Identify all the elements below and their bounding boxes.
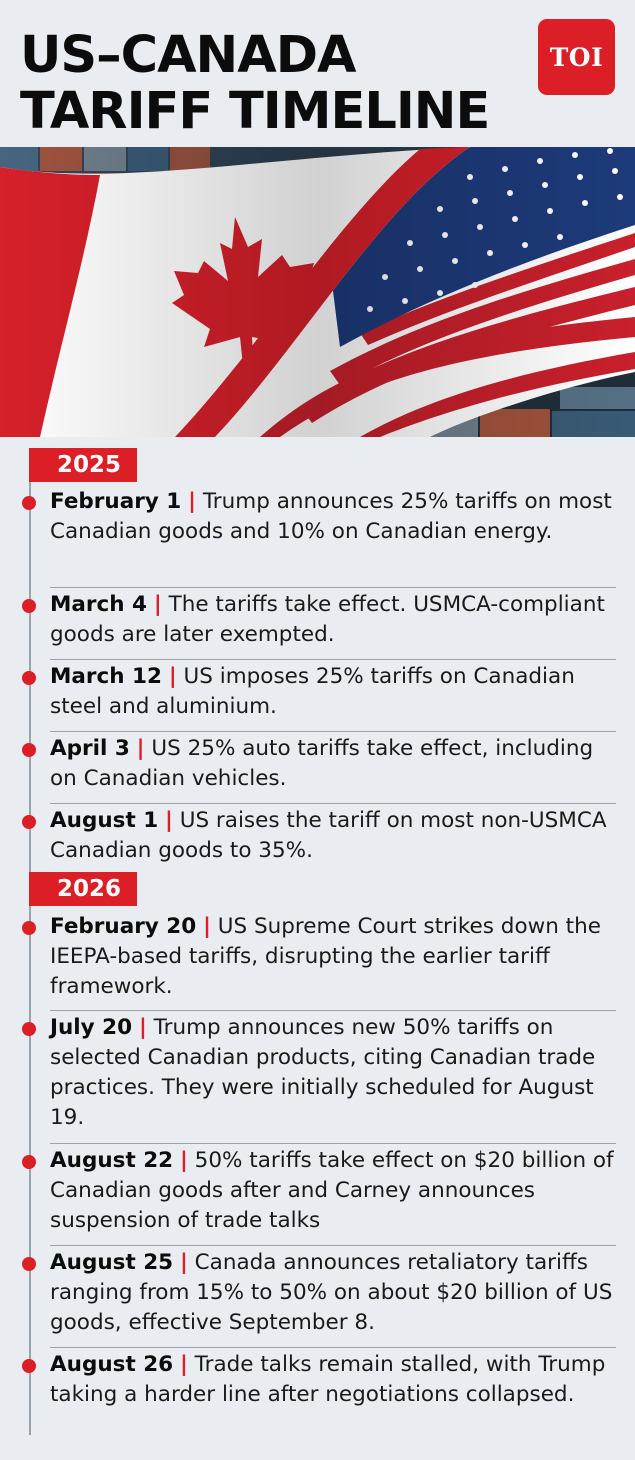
hero-flags-image — [0, 147, 635, 437]
timeline-entry: August 25 | Canada announces retaliatory… — [22, 1248, 616, 1338]
timeline-dot — [22, 599, 36, 613]
entry-divider — [50, 587, 616, 588]
event-text: Trade talks remain stalled, with Trump t… — [50, 1352, 606, 1407]
event-date: July 20 — [50, 1015, 133, 1040]
entry-divider — [50, 803, 616, 804]
title-line-1: US–CANADA — [20, 26, 357, 85]
event-separator: | — [179, 1352, 188, 1377]
logo-text: TOI — [549, 42, 604, 72]
timeline-entry: July 20 | Trump announces new 50% tariff… — [22, 1013, 616, 1133]
entry-divider — [50, 659, 616, 660]
year-badge-2026: 2026 — [29, 872, 137, 906]
event-text: US imposes 25% tariffs on Canadian steel… — [50, 664, 575, 719]
event-separator: | — [153, 592, 162, 617]
event-separator: | — [136, 736, 145, 761]
event-separator: | — [203, 914, 211, 939]
event-separator: | — [165, 808, 173, 833]
timeline-dot — [22, 921, 36, 935]
entry-divider — [50, 1347, 616, 1348]
event-text: US raises the tariff on most non-USMCA C… — [50, 808, 607, 863]
event-separator: | — [138, 1015, 147, 1040]
event-date: March 12 — [50, 664, 162, 689]
timeline-dot — [22, 496, 36, 510]
timeline-dot — [22, 671, 36, 685]
event-text: US 25% auto tariffs take effect, includi… — [50, 736, 594, 791]
timeline-entry: August 22 | 50% tariffs take effect on $… — [22, 1146, 616, 1236]
timeline-entry: March 4 | The tariffs take effect. USMCA… — [22, 590, 616, 650]
event-date: April 3 — [50, 736, 130, 761]
event-date: August 25 — [50, 1250, 174, 1275]
title-line-2: TARIFF TIMELINE — [20, 82, 490, 141]
timeline-entry: April 3 | US 25% auto tariffs take effec… — [22, 734, 616, 794]
event-date: February 1 — [50, 489, 182, 514]
timeline-dot — [22, 815, 36, 829]
event-separator: | — [188, 489, 196, 514]
event-date: August 1 — [50, 808, 159, 833]
timeline-entry: August 26 | Trade talks remain stalled, … — [22, 1350, 616, 1410]
event-text: US Supreme Court strikes down the IEEPA-… — [50, 914, 601, 999]
timeline-dot — [22, 1257, 36, 1271]
event-text: Canada announces retaliatory tariffs ran… — [50, 1250, 613, 1335]
page-title: US–CANADA TARIFF TIMELINE — [20, 28, 530, 140]
entry-divider — [50, 1245, 616, 1246]
timeline-entry: February 1 | Trump announces 25% tariffs… — [22, 487, 616, 547]
event-date: February 20 — [50, 914, 197, 939]
entry-divider — [50, 731, 616, 732]
entry-divider — [50, 1143, 616, 1144]
timeline-dot — [22, 1359, 36, 1373]
event-date: March 4 — [50, 592, 148, 617]
timeline-entry: August 1 | US raises the tariff on most … — [22, 806, 616, 866]
timeline-entry: March 12 | US imposes 25% tariffs on Can… — [22, 662, 616, 722]
event-separator: | — [179, 1148, 188, 1173]
event-separator: | — [179, 1250, 188, 1275]
event-text: Trump announces new 50% tariffs on selec… — [50, 1015, 596, 1130]
timeline-dot — [22, 743, 36, 757]
event-date: August 22 — [50, 1148, 174, 1173]
event-date: August 26 — [50, 1352, 174, 1377]
event-separator: | — [168, 664, 177, 689]
year-badge-2025: 2025 — [29, 448, 137, 482]
timeline-line — [29, 465, 31, 1435]
event-text: Trump announces 25% tariffs on most Cana… — [50, 489, 612, 544]
timeline-dot — [22, 1022, 36, 1036]
event-text: 50% tariffs take effect on $20 billion o… — [50, 1148, 614, 1233]
timeline-dot — [22, 1155, 36, 1169]
timeline-entry: February 20 | US Supreme Court strikes d… — [22, 912, 616, 1002]
toi-logo: TOI — [538, 19, 615, 95]
entry-divider — [50, 1010, 616, 1011]
event-text: The tariffs take effect. USMCA-compliant… — [50, 592, 605, 647]
